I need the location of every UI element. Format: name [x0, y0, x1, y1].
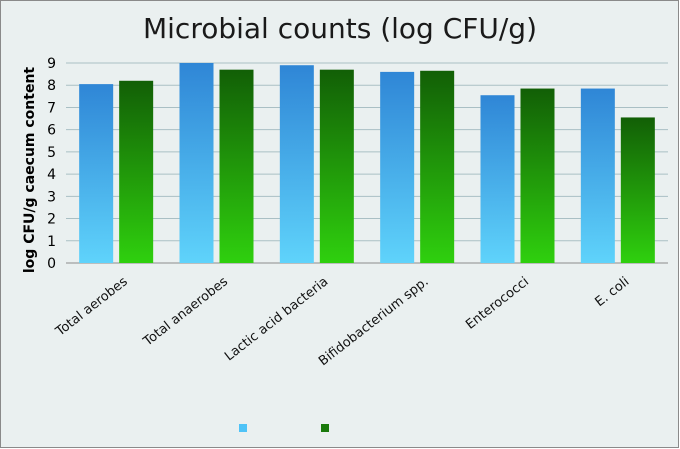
- bar-2-enterococci: [520, 88, 555, 263]
- legend-swatch-series-2: [321, 424, 329, 432]
- bar-2-total-anaerobes: [219, 69, 254, 264]
- bar-1-enterococci: [480, 95, 515, 263]
- y-tick-label-1: 1: [47, 234, 56, 250]
- y-tick-label-6: 6: [47, 123, 56, 139]
- y-tick-label-8: 8: [47, 78, 56, 94]
- y-tick-label-7: 7: [47, 100, 56, 116]
- bar-2-e-coli: [620, 117, 655, 263]
- y-tick-label-9: 9: [47, 56, 56, 72]
- bar-2-lactic-acid-bacteria: [319, 69, 354, 264]
- bar-1-total-aerobes: [79, 84, 114, 263]
- bar-1-lactic-acid-bacteria: [279, 65, 314, 263]
- grid-layer: [66, 62, 668, 264]
- y-tick-label-4: 4: [47, 167, 56, 183]
- legend-swatch-series-1: [239, 424, 247, 432]
- bar-layer: [79, 63, 655, 264]
- bar-2-total-aerobes: [119, 80, 154, 264]
- y-tick-label-5: 5: [47, 145, 56, 161]
- bar-1-bifidobacterium-spp-: [380, 71, 415, 263]
- bar-1-e-coli: [580, 88, 615, 263]
- y-tick-label-2: 2: [47, 212, 56, 228]
- category-label-lactic-acid-bacteria: Lactic acid bacteria: [222, 274, 331, 364]
- bar-1-total-anaerobes: [179, 63, 214, 263]
- category-label-bifidobacterium-spp-: Bifidobacterium spp.: [316, 274, 431, 369]
- category-label-e-coli: E. coli: [592, 274, 632, 310]
- bar-2-bifidobacterium-spp-: [420, 70, 455, 264]
- y-tick-label-3: 3: [47, 189, 56, 205]
- y-tick-label-0: 0: [47, 256, 56, 272]
- category-label-total-anaerobes: Total anaerobes: [140, 274, 231, 350]
- category-label-total-aerobes: Total aerobes: [52, 274, 130, 340]
- tick-layer: 0 1 2 3 4 5 6 7 8 9: [47, 56, 56, 272]
- chart-title: Microbial counts (log CFU/g): [142, 12, 538, 45]
- category-label-enterococci: Enterococci: [463, 274, 532, 332]
